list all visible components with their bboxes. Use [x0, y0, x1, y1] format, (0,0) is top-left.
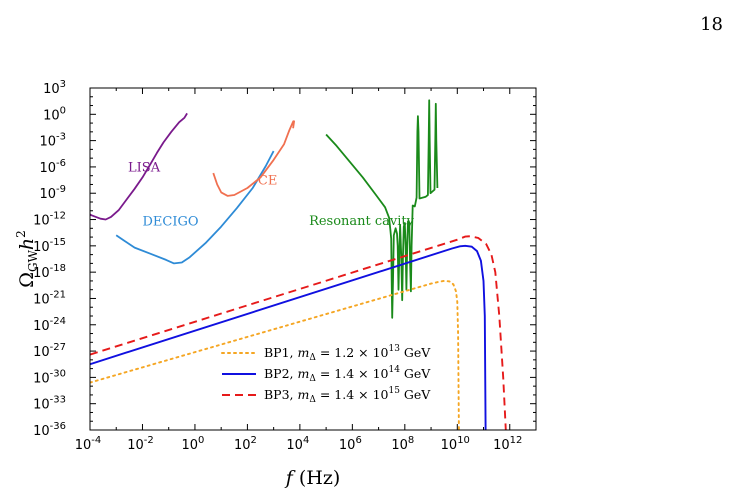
x-tick-label: 102	[234, 435, 257, 453]
legend-label-bp1: BP1, mΔ = 1.2 × 1013 GeV	[264, 344, 431, 363]
y-tick-label: 100	[43, 105, 66, 123]
annotation-resonant-cavity: Resonant cavity	[309, 214, 415, 229]
series-line-bp3	[90, 235, 507, 430]
y-tick-label: 10-18	[33, 263, 66, 281]
legend-label-bp2: BP2, mΔ = 1.4 × 1014 GeV	[264, 365, 431, 384]
x-tick-label: 106	[339, 435, 362, 453]
resonant-cavity-sensitivity-curve	[325, 99, 439, 319]
lisa-sensitivity-curve	[90, 112, 188, 221]
axis-titles: f (Hz) ΩGWh2	[14, 230, 340, 489]
y-tick-label: 103	[43, 79, 66, 97]
y-tick-label: 10-3	[39, 132, 66, 150]
y-axis-title: ΩGWh2	[14, 230, 40, 288]
plot-frame	[89, 87, 537, 431]
x-tick-label: 104	[286, 435, 309, 453]
plot-annotations: LISA DECIGO CE Resonant cavity	[128, 160, 415, 229]
x-axis-title: f (Hz)	[284, 467, 341, 489]
x-tick-label: 10-4	[75, 435, 102, 453]
x-tick-label: 1010	[441, 435, 470, 453]
y-tick-label: 10-36	[33, 421, 66, 439]
y-tick-label: 10-15	[33, 237, 66, 255]
series-line-bp2	[90, 244, 487, 430]
ce-sensitivity-curve	[212, 120, 295, 197]
y-tick-label: 10-12	[33, 211, 66, 229]
y-tick-label: 10-33	[33, 395, 66, 413]
annotation-decigo: DECIGO	[142, 215, 198, 230]
x-tick-label: 10-2	[127, 435, 154, 453]
y-tick-label: 10-24	[33, 316, 66, 334]
y-tick-label: 10-27	[33, 342, 66, 360]
decigo-sensitivity-curve	[115, 150, 275, 265]
annotation-ce: CE	[258, 173, 277, 188]
x-tick-label: 108	[391, 435, 414, 453]
legend-label-bp3: BP3, mΔ = 1.4 × 1015 GeV	[264, 386, 431, 405]
plot-curves	[90, 99, 507, 430]
x-tick-label: 100	[181, 435, 204, 453]
annotation-lisa: LISA	[128, 160, 161, 175]
y-tick-label: 10-30	[33, 368, 66, 386]
series-line-bp1	[90, 279, 460, 430]
legend: BP1, mΔ = 1.2 × 1013 GeV BP2, mΔ = 1.4 × …	[221, 344, 431, 405]
y-tick-label: 10-21	[33, 289, 66, 307]
y-tick-label: 10-6	[39, 158, 66, 176]
page-number: 18	[700, 14, 723, 35]
plot-axes: 10-4 10-2 100 102 104 106 108 1010 1012 103 100 10-…	[33, 79, 537, 453]
y-tick-label: 10-9	[39, 184, 66, 202]
x-tick-label: 1012	[493, 435, 522, 453]
